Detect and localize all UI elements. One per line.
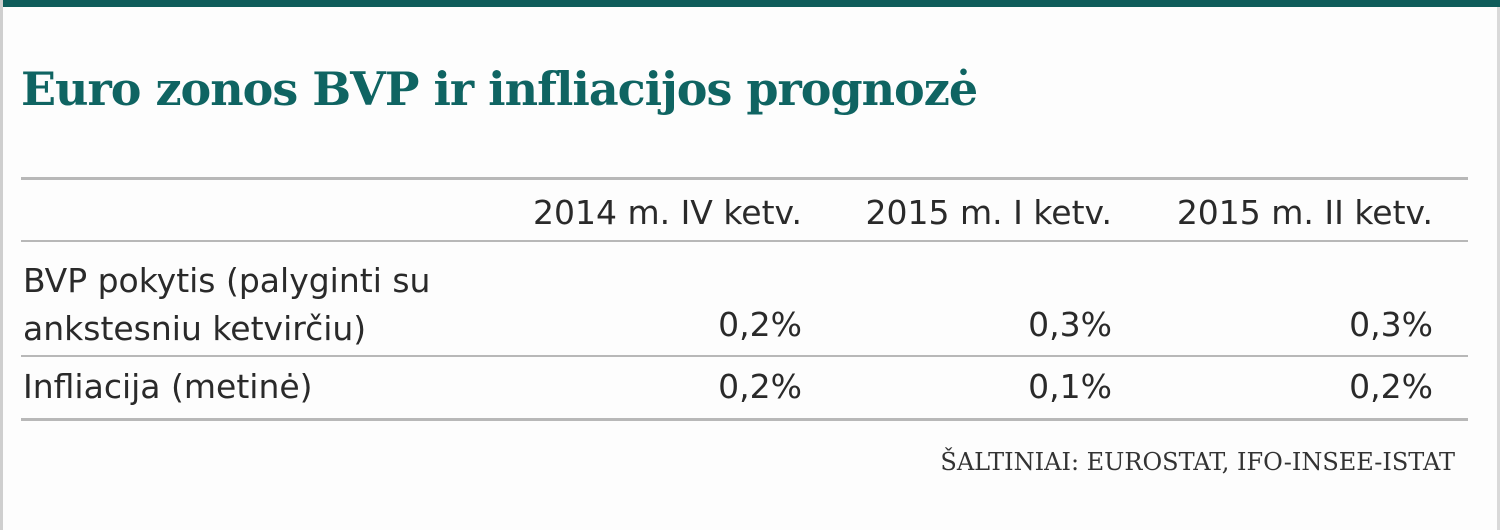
table-cell-gdp-2015-q1: 0,3%: [1028, 305, 1112, 344]
table-rule-header: [21, 240, 1468, 242]
table-cell-gdp-2015-q2: 0,3%: [1349, 305, 1433, 344]
column-header-2015-q2: 2015 m. II ketv.: [1176, 193, 1433, 232]
top-accent-bar: [3, 0, 1500, 7]
column-header-2014-q4: 2014 m. IV ketv.: [532, 193, 802, 232]
table-rule-row: [21, 355, 1468, 357]
table-cell-gdp-2014-q4: 0,2%: [718, 305, 802, 344]
column-header-2015-q1: 2015 m. I ketv.: [865, 193, 1112, 232]
table-cell-inflation-2015-q2: 0,2%: [1349, 367, 1433, 406]
table-rule-bottom: [21, 418, 1468, 421]
page-title: Euro zonos BVP ir infliacijos prognozė: [21, 62, 978, 116]
source-note: ŠALTINIAI: EUROSTAT, IFO-INSEE-ISTAT: [940, 448, 1455, 476]
table-cell-inflation-2015-q1: 0,1%: [1028, 367, 1112, 406]
table-cell-inflation-2014-q4: 0,2%: [718, 367, 802, 406]
row-label-inflation: Infliacija (metinė): [23, 367, 313, 406]
table-rule-top: [21, 177, 1468, 180]
row-label-gdp-change: BVP pokytis (palyginti su ankstesniu ket…: [23, 261, 431, 348]
